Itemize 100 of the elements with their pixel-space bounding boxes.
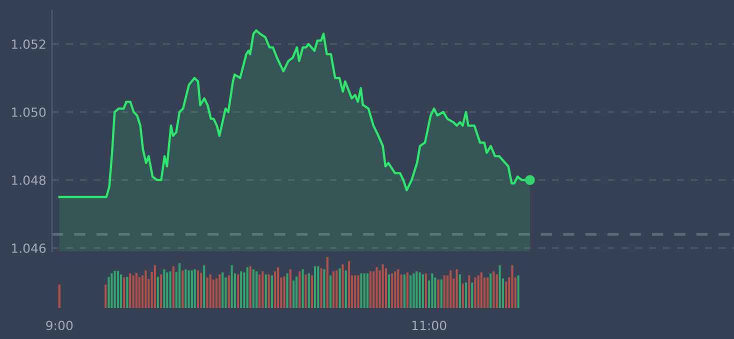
bar: [249, 266, 252, 308]
bar: [138, 276, 140, 308]
bar: [338, 268, 341, 308]
bar: [292, 280, 295, 308]
bar: [498, 265, 501, 308]
bar: [178, 263, 181, 308]
bar: [222, 272, 224, 308]
bar: [431, 273, 434, 308]
bar: [354, 275, 356, 308]
bar: [437, 279, 440, 308]
bar: [196, 270, 200, 308]
bar: [418, 272, 421, 308]
bar: [474, 277, 476, 308]
bar: [200, 272, 202, 308]
bar: [424, 273, 427, 308]
bar: [462, 284, 464, 308]
bar: [304, 274, 307, 308]
bar: [104, 284, 107, 308]
bar: [342, 264, 344, 308]
bar: [388, 274, 390, 308]
bar: [132, 275, 134, 308]
bar: [110, 273, 113, 308]
bar: [410, 275, 412, 308]
bar: [311, 275, 314, 308]
bar: [286, 273, 288, 308]
bar: [458, 274, 461, 308]
bar: [477, 275, 480, 308]
bar: [471, 282, 474, 308]
x-tick-label: 11:00: [412, 320, 446, 330]
bar: [166, 272, 168, 308]
bar: [363, 273, 366, 308]
bar: [258, 274, 261, 308]
bar: [517, 275, 520, 308]
bar: [416, 271, 418, 308]
bar: [144, 270, 147, 308]
bar: [228, 275, 230, 308]
bar: [394, 271, 396, 308]
bar: [215, 278, 218, 308]
bar: [129, 273, 132, 308]
bar: [464, 282, 468, 308]
bar: [336, 270, 338, 308]
bar: [240, 271, 242, 308]
y-tick-label: 1.052: [12, 39, 46, 49]
bar: [317, 266, 320, 308]
bar: [123, 277, 126, 308]
bar: [184, 269, 187, 308]
bar: [218, 274, 221, 308]
bar: [270, 275, 273, 308]
bar: [366, 273, 369, 308]
bar: [298, 271, 301, 308]
bar: [163, 269, 166, 308]
bar: [348, 261, 350, 308]
bar: [135, 272, 138, 308]
bar: [369, 271, 372, 308]
bar: [505, 282, 508, 308]
bar: [156, 276, 159, 308]
bar: [323, 269, 326, 308]
bar: [268, 274, 270, 308]
y-tick-label: 1.048: [12, 175, 46, 185]
bar: [376, 267, 378, 308]
bar: [357, 275, 360, 308]
bar: [468, 275, 470, 308]
bar: [264, 274, 267, 308]
bar: [277, 267, 280, 308]
bar: [274, 271, 276, 308]
bar: [330, 275, 332, 308]
bar: [496, 274, 498, 308]
bar: [116, 270, 119, 308]
bar: [188, 270, 190, 308]
bar: [209, 274, 212, 308]
bar: [169, 271, 172, 308]
bar: [190, 270, 193, 308]
bar: [443, 275, 446, 308]
bar: [58, 284, 60, 308]
bar: [490, 273, 492, 308]
bar: [344, 270, 347, 308]
bar: [450, 270, 452, 308]
bar: [194, 269, 196, 308]
bar: [308, 273, 310, 308]
bar: [126, 276, 128, 308]
bar: [154, 265, 156, 308]
bar: [302, 269, 304, 308]
bar: [237, 274, 240, 308]
bar: [391, 273, 394, 308]
bar: [314, 266, 316, 308]
bar: [332, 271, 335, 308]
bar: [256, 271, 258, 308]
bar: [397, 269, 400, 308]
bar: [108, 276, 110, 308]
bar: [120, 274, 122, 308]
bar: [320, 268, 322, 308]
bar: [283, 276, 286, 308]
bar: [203, 265, 206, 308]
bar: [360, 273, 362, 308]
bar: [492, 271, 495, 308]
bar: [246, 267, 248, 308]
bar: [182, 270, 184, 308]
bar: [440, 279, 442, 308]
bar: [160, 274, 162, 308]
y-tick-label: 1.046: [12, 243, 46, 253]
